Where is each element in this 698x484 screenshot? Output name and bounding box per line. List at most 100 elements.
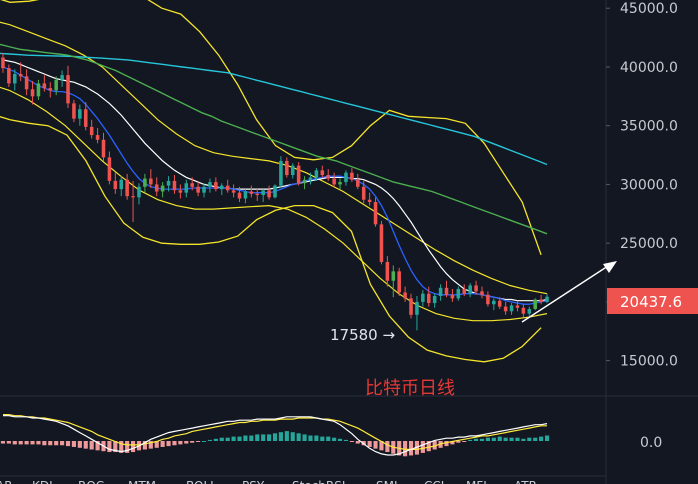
macd-histogram-bar	[408, 441, 414, 456]
macd-histogram-bar	[83, 441, 88, 449]
macd-histogram-bar	[267, 434, 272, 441]
indicator-tabs[interactable]: AR KDJ ROC MTM BOLL PSY StochRSI SMI CCI MFI ATR	[0, 479, 537, 484]
indicator-tab-psy[interactable]: PSY	[242, 479, 265, 484]
macd-histogram-bar	[36, 441, 41, 445]
macd-histogram-bar	[12, 441, 17, 445]
candle-body	[545, 296, 549, 302]
indicator-tab-kdj[interactable]: KDJ	[32, 479, 53, 484]
macd-histogram-bar	[332, 437, 337, 441]
candle-body	[95, 135, 100, 140]
macd-histogram-bar	[503, 437, 508, 441]
macd-histogram-bar	[290, 432, 295, 441]
macd-histogram-bar	[272, 433, 278, 441]
indicator-tab-ar[interactable]: AR	[0, 479, 13, 484]
candle-body	[338, 182, 342, 185]
indicator-tab-mfi[interactable]: MFI	[466, 479, 487, 484]
candle-body	[166, 180, 171, 186]
candle-body	[326, 175, 330, 179]
indicator-tab-cci[interactable]: CCI	[424, 479, 444, 484]
candle-body	[344, 172, 348, 183]
candle-body	[60, 75, 64, 80]
macd-histogram-bar	[207, 439, 213, 441]
indicator-tab-roc[interactable]: ROC	[78, 479, 104, 484]
candle-body	[225, 185, 230, 191]
macd-histogram-bar	[130, 441, 136, 453]
y-tick-label: 35000.0	[620, 119, 678, 135]
indicator-pane[interactable]	[0, 414, 550, 457]
macd-histogram-bar	[497, 436, 502, 441]
candle-body	[214, 182, 218, 190]
candle-body	[125, 179, 129, 197]
candle-body	[415, 301, 419, 315]
main-price-pane[interactable]	[0, 0, 549, 363]
candle-body	[492, 300, 496, 305]
candle-body	[480, 291, 484, 295]
macd-histogram-bar	[296, 433, 301, 441]
macd-histogram-bar	[373, 441, 378, 449]
candle-body	[486, 294, 490, 305]
macd-histogram-bar	[65, 441, 71, 447]
macd-histogram-bar	[539, 436, 544, 441]
candle-body	[107, 157, 112, 181]
candle-body	[149, 178, 153, 185]
y-tick-label: 15000.0	[620, 354, 678, 370]
macd-histogram-bar	[320, 436, 325, 441]
macd-histogram-bar	[243, 435, 248, 441]
macd-histogram-bar	[367, 441, 372, 447]
macd-histogram-bar	[450, 441, 455, 445]
candle-body	[290, 165, 295, 176]
macd-histogram-bar	[349, 441, 354, 442]
indicator-zero-label: 0.0	[640, 435, 662, 451]
macd-histogram-bar	[71, 441, 76, 447]
candle-body	[190, 183, 194, 187]
candle-body	[231, 190, 236, 193]
macd-histogram-bar	[509, 437, 514, 441]
candle-body	[202, 186, 206, 193]
macd-histogram-bar	[48, 441, 53, 446]
candle-body	[36, 83, 41, 97]
dea-line	[3, 414, 547, 450]
low-annotation: 17580 →	[330, 326, 395, 344]
macd-histogram-bar	[160, 441, 165, 447]
candle-body	[308, 177, 313, 180]
ma-100-line	[0, 43, 548, 235]
macd-histogram-bar	[385, 441, 390, 453]
candle-body	[373, 202, 378, 225]
candle-body	[397, 271, 401, 293]
candle-body	[515, 305, 520, 308]
candle-body	[385, 261, 390, 281]
candle-body	[421, 293, 425, 302]
y-tick-label: 40000.0	[620, 60, 678, 76]
macd-histogram-bar	[432, 441, 437, 450]
indicator-tab-atr[interactable]: ATR	[514, 479, 537, 484]
candle-body	[7, 68, 11, 84]
macd-histogram-bar	[468, 439, 473, 441]
indicator-tab-stochrsi[interactable]: StochRSI	[292, 479, 345, 484]
candle-body	[72, 103, 76, 119]
indicator-tab-boll[interactable]: BOLL	[186, 479, 217, 484]
dif-line	[3, 415, 548, 456]
candle-body	[296, 165, 301, 184]
macd-histogram-bar	[485, 437, 490, 441]
candle-body	[456, 288, 461, 299]
price-axis: 15000.020000.025000.030000.035000.040000…	[606, 1, 678, 370]
macd-histogram-bar	[231, 436, 236, 441]
macd-histogram-bar	[219, 437, 224, 441]
macd-histogram-bar	[60, 441, 65, 446]
candle-body	[101, 139, 106, 158]
macd-histogram-bar	[148, 441, 153, 449]
y-tick-label: 30000.0	[620, 177, 678, 193]
candle-body	[474, 285, 478, 292]
macd-histogram-bar	[172, 441, 177, 446]
indicator-tab-smi[interactable]: SMI	[376, 479, 398, 484]
macd-histogram-bar	[527, 437, 532, 441]
candle-body	[450, 294, 455, 299]
macd-histogram-bar	[479, 438, 485, 441]
macd-histogram-bar	[491, 437, 496, 441]
macd-histogram-bar	[77, 441, 82, 448]
candle-body	[42, 83, 47, 89]
candle-body	[497, 300, 502, 307]
macd-histogram-bar	[515, 437, 520, 441]
macd-histogram-bar	[113, 441, 118, 453]
indicator-tab-mtm[interactable]: MTM	[128, 479, 156, 484]
